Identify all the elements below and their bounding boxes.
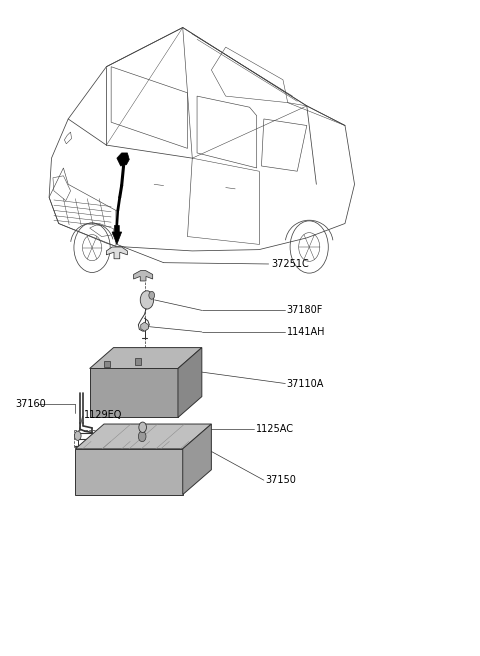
Text: 37251C: 37251C [271, 259, 309, 269]
Polygon shape [117, 153, 129, 166]
Polygon shape [133, 270, 153, 281]
Circle shape [74, 431, 81, 440]
Text: 1141AH: 1141AH [287, 327, 325, 337]
Polygon shape [183, 424, 211, 495]
Polygon shape [135, 358, 141, 365]
Polygon shape [90, 369, 178, 417]
Polygon shape [107, 247, 127, 258]
Polygon shape [104, 361, 110, 367]
Polygon shape [178, 348, 202, 417]
Circle shape [140, 291, 154, 309]
Text: 37160: 37160 [16, 400, 47, 409]
Polygon shape [90, 348, 202, 369]
Circle shape [138, 431, 146, 441]
Circle shape [149, 291, 155, 299]
Text: 1129EQ: 1129EQ [84, 410, 122, 420]
Polygon shape [112, 226, 121, 245]
Text: 1125AC: 1125AC [256, 424, 294, 434]
Text: 37110A: 37110A [287, 379, 324, 388]
Polygon shape [75, 449, 183, 495]
Polygon shape [141, 322, 148, 331]
Polygon shape [75, 424, 211, 449]
Text: 37150: 37150 [265, 475, 296, 485]
Circle shape [139, 422, 146, 432]
Text: 37180F: 37180F [287, 305, 323, 316]
